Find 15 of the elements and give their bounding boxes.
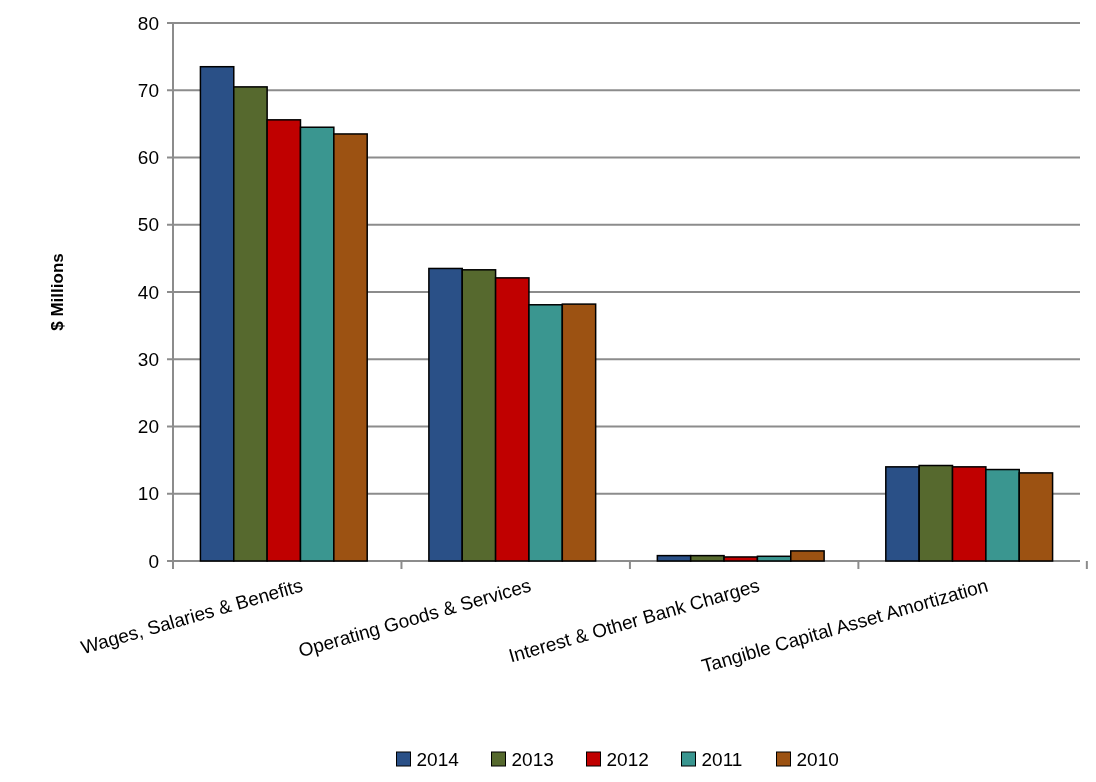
- y-tick-label: 40: [137, 281, 159, 303]
- y-tick-label: 60: [137, 147, 159, 169]
- y-tick-label: 20: [137, 416, 159, 438]
- y-tick-label: 80: [137, 12, 159, 34]
- legend-label: 2011: [701, 749, 743, 770]
- y-axis-title: $ Millions: [48, 253, 67, 331]
- y-tick-label: 30: [137, 348, 159, 370]
- y-tick-label: 50: [137, 214, 159, 236]
- y-tick-label: 10: [137, 483, 159, 505]
- y-tick-label: 0: [148, 550, 159, 572]
- y-tick-label: 70: [137, 79, 159, 101]
- legend-label: 2014: [416, 749, 460, 770]
- legend-label: 2010: [796, 749, 839, 770]
- legend-label: 2012: [606, 749, 649, 770]
- legend-label: 2013: [511, 749, 554, 770]
